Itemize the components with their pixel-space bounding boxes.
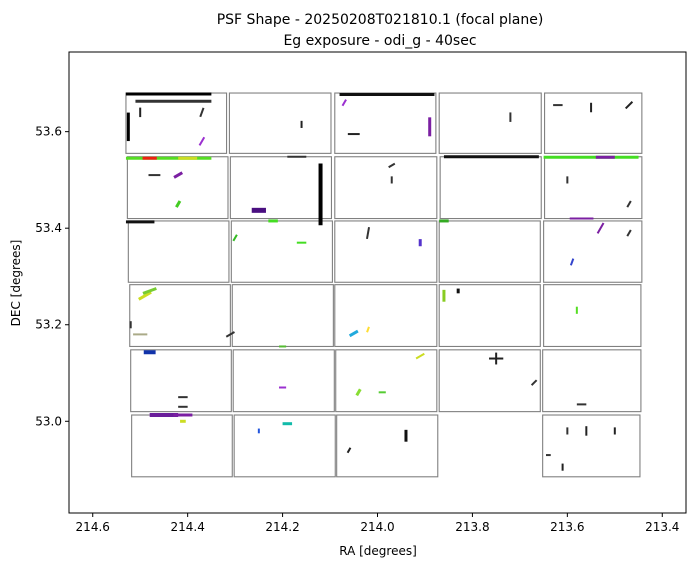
ccd-frame-r4-c4 xyxy=(542,349,642,413)
ccd-frame-r4-c2 xyxy=(335,349,438,413)
chart-title-line2: Eg exposure - odi_g - 40sec xyxy=(283,33,476,49)
x-tick-label: 214.2 xyxy=(265,520,299,534)
psf-whisker xyxy=(225,331,235,338)
y-tick-label: 53.0 xyxy=(35,414,62,428)
ccd-frame-r3-c0 xyxy=(129,284,231,348)
psf-whisker xyxy=(346,447,352,454)
psf-whisker xyxy=(415,352,425,360)
ccd-frame-r2-c4 xyxy=(543,220,643,283)
ccd-frame-r1-c2 xyxy=(334,156,438,220)
ccd-frame-r5-c4 xyxy=(542,414,641,478)
psf-whiskers xyxy=(125,92,639,471)
x-axis-ticks: 214.6 214.4 214.2 214.0 213.8 213.6 213.4 xyxy=(76,513,679,534)
ccd-frame-r1-c1 xyxy=(229,156,333,220)
ccd-frame-r3-c3 xyxy=(438,284,541,348)
y-axis-label: DEC [degrees] xyxy=(9,240,23,327)
ccd-frame-r2-c2 xyxy=(334,220,438,283)
x-tick-label: 214.0 xyxy=(360,520,394,534)
ccd-frame-r2-c0 xyxy=(127,220,230,283)
psf-whisker xyxy=(626,229,632,237)
ccd-frame-r2-c1 xyxy=(230,220,333,283)
psf-whisker xyxy=(596,222,605,234)
psf-whisker xyxy=(173,171,184,179)
psf-whisker xyxy=(232,234,238,242)
x-axis-label: RA [degrees] xyxy=(339,544,417,558)
x-tick-label: 213.8 xyxy=(455,520,489,534)
ccd-frame-r2-c3 xyxy=(438,220,541,283)
y-tick-label: 53.6 xyxy=(35,125,62,139)
psf-whisker xyxy=(138,290,152,301)
x-tick-label: 214.6 xyxy=(76,520,110,534)
ccd-frame-r5-c2 xyxy=(336,414,439,478)
x-tick-label: 213.6 xyxy=(550,520,584,534)
psf-whisker xyxy=(388,162,396,169)
psf-whisker xyxy=(530,379,538,386)
ccd-frame-r3-c2 xyxy=(334,284,438,348)
y-axis-ticks: 53.0 53.2 53.4 53.6 xyxy=(35,125,69,428)
psf-whisker xyxy=(365,227,371,240)
ccd-frame-r4-c3 xyxy=(438,349,541,413)
ccd-frame-r5-c1 xyxy=(233,414,336,478)
ccd-frame-r0-c3 xyxy=(438,92,542,154)
psf-whisker xyxy=(199,107,205,118)
x-tick-label: 213.4 xyxy=(645,520,679,534)
x-tick-label: 214.4 xyxy=(170,520,204,534)
psf-whisker xyxy=(341,99,347,107)
psf-whisker xyxy=(366,326,370,333)
psf-whisker xyxy=(348,329,359,338)
ccd-frames xyxy=(125,92,643,478)
y-tick-label: 53.2 xyxy=(35,318,62,332)
ccd-frame-r0-c1 xyxy=(228,92,332,154)
psf-whisker xyxy=(569,258,575,266)
psf-whisker xyxy=(142,287,157,295)
ccd-frame-r4-c1 xyxy=(232,349,335,413)
psf-whisker xyxy=(175,200,182,208)
ccd-frame-r3-c4 xyxy=(543,284,642,348)
psf-whisker xyxy=(355,388,362,397)
ccd-frame-r4-c0 xyxy=(130,349,232,413)
psf-whisker xyxy=(198,136,206,146)
ccd-frame-r0-c4 xyxy=(544,92,643,154)
chart-title-line1: PSF Shape - 20250208T021810.1 (focal pla… xyxy=(217,12,544,28)
psf-whisker xyxy=(624,101,634,110)
psf-whisker xyxy=(626,200,632,208)
y-tick-label: 53.4 xyxy=(35,221,62,235)
